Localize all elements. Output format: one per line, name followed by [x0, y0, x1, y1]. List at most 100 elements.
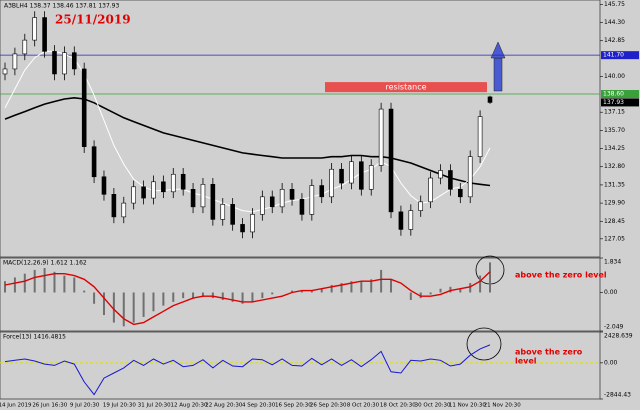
y-tick-label: -2.049	[604, 324, 624, 331]
y-tick-label: 132.80	[604, 163, 625, 170]
candle-body	[190, 189, 196, 208]
x-tick-label: 30 Oct 20:30	[415, 403, 451, 409]
macd-bar	[152, 292, 155, 312]
macd-bar	[4, 281, 6, 293]
chart-title: A3BLH4 138.37 138.46 137.81 137.93	[4, 3, 119, 10]
macd-bar	[360, 281, 363, 293]
macd-bar	[300, 290, 303, 293]
macd-bar	[33, 269, 36, 293]
macd-bar	[330, 284, 333, 293]
macd-bar	[439, 288, 442, 293]
y-tick-label: 0.00	[604, 359, 618, 366]
candle-body	[359, 161, 364, 190]
x-tick-label: 22 Aug 20:30	[205, 403, 243, 409]
macd-bar	[370, 279, 373, 293]
candle-body	[438, 170, 443, 179]
macd-bar	[201, 292, 204, 297]
candle-body	[250, 214, 255, 233]
macd-bar	[122, 292, 125, 327]
x-tick-label: 16 Sep 20:30	[275, 403, 312, 409]
macd-bar	[459, 288, 462, 293]
y-tick-label: 127.05	[604, 235, 625, 242]
macd-bar	[132, 292, 135, 323]
candle-body	[487, 96, 493, 103]
force-line	[4, 344, 491, 396]
candle-body	[42, 17, 47, 52]
macd-bar	[63, 275, 66, 293]
resistance-label: resistance	[385, 83, 426, 92]
macd-bar	[320, 288, 323, 293]
annotation: above the zero	[515, 348, 583, 357]
candle-body	[428, 177, 433, 203]
y-tick-label: 0.00	[604, 289, 618, 296]
level-label: 137.93	[603, 99, 624, 106]
candle-body	[398, 211, 404, 230]
y-tick-label: 134.25	[604, 145, 625, 152]
y-tick-label: 145.75	[604, 1, 625, 8]
candle-body	[22, 39, 28, 55]
y-tick-label: 137.15	[604, 109, 625, 116]
macd-bar	[102, 292, 105, 316]
macd-bar	[211, 292, 214, 299]
macd-bar	[310, 290, 313, 293]
x-tick-label: 8 Oct 20:30	[347, 403, 380, 409]
macd-bar	[192, 292, 195, 299]
y-tick-label: 144.30	[604, 19, 625, 26]
level-tag	[601, 90, 639, 99]
macd-bar	[380, 269, 383, 293]
macd-bar	[162, 292, 165, 306]
candle-body	[81, 68, 87, 147]
candle-body	[329, 168, 334, 198]
y-tick-label: 140.00	[604, 73, 625, 80]
y-tick-label: 129.90	[604, 200, 625, 207]
x-tick-label: 11 Nov 20:30	[449, 403, 487, 409]
macd-bar	[142, 292, 145, 317]
main-panel	[0, 0, 601, 258]
candle-body	[319, 185, 325, 198]
macd-bar	[83, 290, 86, 293]
force-panel	[0, 331, 601, 400]
macd-bar	[231, 292, 234, 302]
macd-bar	[53, 271, 56, 293]
y-tick-label: 142.85	[604, 37, 625, 44]
signal-line	[4, 271, 491, 326]
y-tick-label: -2844.43	[604, 392, 631, 399]
candle-body	[62, 52, 67, 75]
candle-body	[458, 189, 463, 198]
macd-bar	[479, 275, 482, 293]
candle-body	[467, 156, 473, 198]
y-tick-label: 135.70	[604, 127, 625, 134]
macd-bar	[409, 292, 412, 300]
candle-body	[12, 53, 18, 70]
candle-body	[418, 201, 424, 211]
candle-body	[299, 199, 305, 215]
candle-body	[448, 170, 453, 190]
force-title: Force(13) 1416.4815	[3, 334, 66, 341]
annotation: level	[515, 357, 537, 366]
candle-body	[388, 108, 394, 213]
macd-bar	[13, 277, 16, 293]
macd-bar	[489, 262, 491, 293]
candle-body	[477, 116, 483, 158]
y-tick-label: 1.834	[604, 259, 621, 266]
macd-bar	[73, 277, 76, 293]
macd-bar	[340, 283, 343, 293]
candle-body	[170, 173, 176, 193]
macd-bar	[221, 292, 224, 300]
macd-bar	[112, 292, 115, 323]
macd-bar	[419, 292, 422, 299]
candle-body	[71, 52, 77, 70]
candle-body	[32, 17, 37, 41]
macd-bar	[182, 292, 185, 299]
candle-body	[289, 189, 295, 200]
resistance-zone	[325, 82, 487, 93]
macd-bar	[291, 290, 294, 293]
candle-body	[91, 146, 97, 178]
macd-bar	[350, 281, 353, 293]
candle-body	[260, 196, 265, 215]
y-tick-label: 128.45	[604, 218, 625, 225]
candle-body	[180, 173, 186, 190]
candle-body	[368, 165, 374, 190]
candle-body	[121, 202, 127, 218]
